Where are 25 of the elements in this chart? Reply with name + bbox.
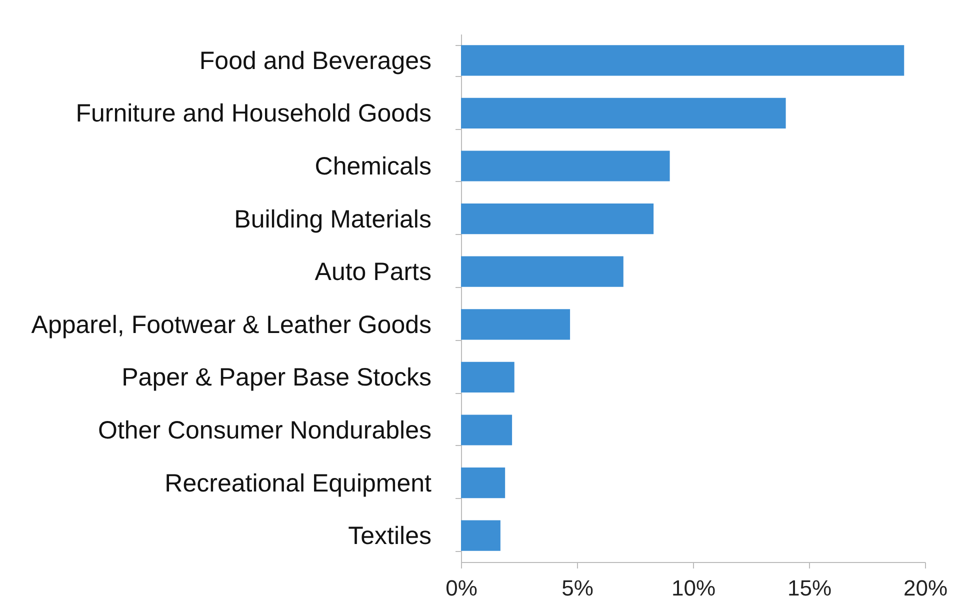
bar (461, 98, 786, 129)
bar (461, 414, 512, 446)
y-tick-label: Auto Parts (314, 258, 432, 286)
y-tick-label: Paper & Paper Base Stocks (122, 364, 432, 392)
y-tick-label: Chemicals (314, 152, 432, 180)
y-tick-label: Recreational Equipment (164, 469, 432, 498)
bar (461, 203, 654, 234)
y-tick-label: Textiles (348, 522, 432, 550)
bar (461, 150, 670, 182)
x-tick-label: 0% (446, 576, 478, 600)
y-tick-label: Food and Beverages (199, 46, 432, 75)
y-tick-label: Other Consumer Nondurables (98, 416, 432, 444)
bar (461, 362, 514, 393)
bar (461, 45, 904, 76)
bar (461, 309, 570, 340)
y-tick-label: Building Materials (234, 205, 432, 234)
x-tick-label: 20% (903, 576, 948, 600)
x-tick-label: 5% (562, 576, 594, 600)
bar (461, 467, 506, 498)
x-tick-label: 15% (787, 576, 832, 600)
bar (461, 256, 624, 287)
x-tick-label: 10% (671, 576, 716, 600)
bar (461, 520, 500, 551)
y-tick-label: Furniture and Household Goods (76, 100, 432, 128)
y-tick-label: Apparel, Footwear & Leather Goods (31, 310, 432, 339)
